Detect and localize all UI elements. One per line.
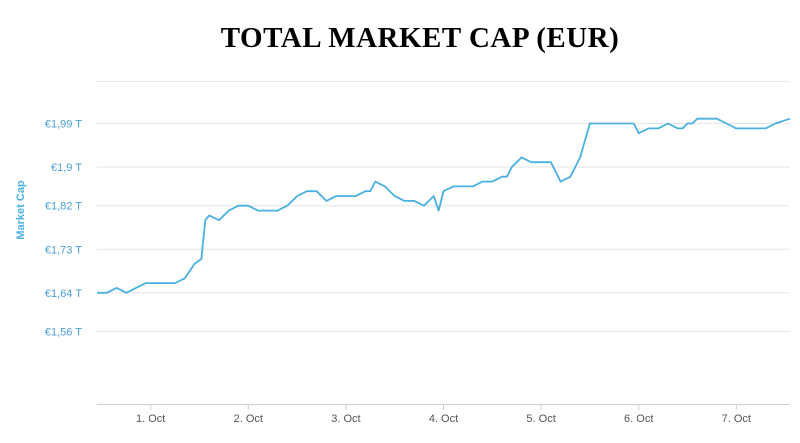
x-tick-label: 4. Oct (429, 413, 458, 425)
y-tick-label: €1,82 T (45, 201, 82, 213)
x-tick-label: 6. Oct (624, 413, 653, 425)
grid-lines (97, 80, 790, 332)
x-axis-ticks: 1. Oct 2. Oct 3. Oct 4. Oct 5. Oct 6. Oct 7. O… (136, 404, 751, 425)
x-tick-label: 1. Oct (136, 413, 165, 425)
series-line (97, 117, 791, 294)
y-tick-label: €1,99 T (45, 119, 82, 131)
y-tick-label: €1,9 T (51, 162, 82, 174)
x-tick-label: 2. Oct (234, 413, 263, 425)
y-tick-label: €1,56 T (45, 326, 82, 338)
x-tick-label: 3. Oct (331, 413, 360, 425)
chart-title: TOTAL MARKET CAP (EUR) (220, 22, 620, 54)
x-tick-label: 5. Oct (526, 413, 555, 425)
y-tick-label: €1,64 T (45, 288, 82, 300)
x-tick-label: 7. Oct (722, 413, 751, 425)
y-axis-ticks: €1,56 T €1,64 T €1,73 T €1,82 T €1,9 T €1,99 … (45, 119, 82, 339)
y-axis-label: Market Cap (15, 180, 27, 240)
y-tick-label: €1,73 T (45, 244, 82, 256)
